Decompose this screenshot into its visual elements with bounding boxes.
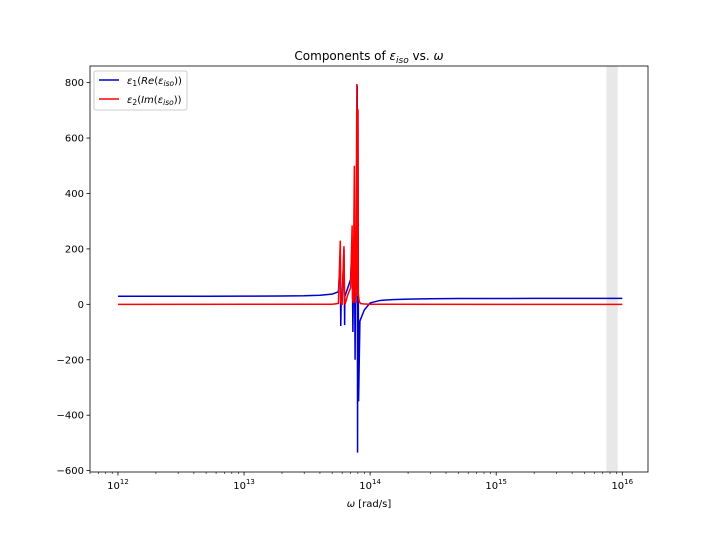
x-tick-label: 1016 — [611, 478, 633, 492]
x-tick-label: 1014 — [359, 478, 381, 492]
y-tick-label: 200 — [65, 244, 84, 255]
chart-title: Components of εiso vs. ω — [294, 49, 443, 66]
axes-frame — [89, 65, 649, 473]
y-tick-label: 0 — [78, 300, 84, 311]
shaded-region — [606, 66, 618, 472]
x-tick-label: 1012 — [107, 478, 129, 492]
x-tick-label: 1013 — [233, 478, 255, 492]
y-tick-label: 400 — [65, 189, 84, 200]
legend: ε1(Re(εiso)) ε2(Im(εiso)) — [93, 70, 188, 111]
y-tick-label: 600 — [65, 134, 84, 145]
x-axis-label: ω [rad/s] — [347, 499, 392, 510]
legend-label-epsilon-1: ε1(Re(εiso)) — [127, 76, 182, 88]
y-tick-label: −600 — [57, 466, 84, 477]
y-tick-label: −400 — [57, 411, 84, 422]
legend-label-epsilon-2: ε2(Im(εiso)) — [127, 95, 182, 107]
plot-area: −600 −400 −200 0 200 400 600 800 1012 1013 1014 101… — [57, 65, 649, 492]
y-tick-label: 800 — [65, 78, 84, 89]
y-tick-label: −200 — [57, 355, 84, 366]
series-line-epsilon-2 — [117, 84, 623, 307]
x-tick-label: 1015 — [485, 478, 507, 492]
